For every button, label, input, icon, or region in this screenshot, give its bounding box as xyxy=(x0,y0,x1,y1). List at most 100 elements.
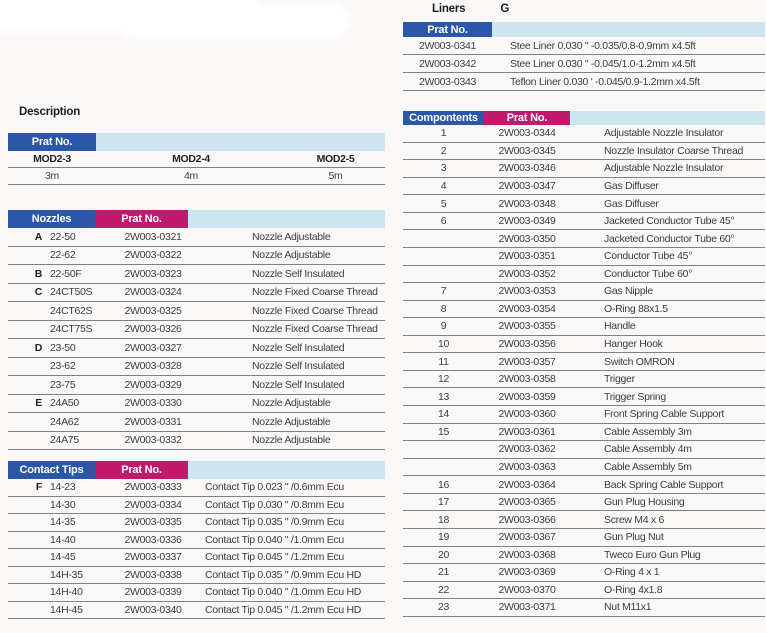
model-code-cell: 22-50 xyxy=(50,230,76,243)
part-number-cell: 2W003-0322 xyxy=(124,249,182,262)
model-code-cell: 14-40 xyxy=(50,533,76,546)
item-number-cell: 19 xyxy=(437,531,450,544)
table-row: 2W003-0351 Conductor Tube 45° xyxy=(403,248,765,266)
item-number-cell: 4 xyxy=(440,179,447,192)
table-row: 14-35 2W003-0335 Contact Tip 0.035 " /0.… xyxy=(8,514,385,532)
model-code-cell: 14-23 xyxy=(50,481,76,494)
part-number-cell: 2W003-0348 xyxy=(498,197,556,210)
description-cell: Conductor Tube 60° xyxy=(604,267,693,280)
description-cell: Contact Tip 0.035 " /0.9mm Ecu xyxy=(205,516,344,529)
description-cell: Contact Tip 0.045 " /1.2mm Ecu HD xyxy=(205,603,362,616)
table-row: 12 2W003-0358 Trigger xyxy=(403,371,765,389)
part-number-cell: 2W003-0366 xyxy=(498,513,556,526)
part-number-cell: 2W003-0334 xyxy=(124,498,182,511)
description-cell: O-Ring 88x1.5 xyxy=(604,302,668,315)
table-row: E 24A50 2W003-0330 Nozzle Adjustable xyxy=(8,395,385,413)
part-number-cell: 2W003-0361 xyxy=(498,425,556,438)
group-letter-cell: F xyxy=(35,481,42,494)
item-number-cell: 23 xyxy=(437,601,450,614)
table-row: 21 2W003-0369 O-Ring 4 x 1 xyxy=(403,564,765,582)
table-row: 23-62 2W003-0328 Nozzle Self Insulated xyxy=(8,358,385,376)
description-cell: Stee Liner 0.030 " -0.035/0.8-0.9mm x4.5… xyxy=(510,39,696,52)
item-number-cell: 2 xyxy=(440,144,447,157)
description-cell: Nozzle Adjustable xyxy=(252,434,331,447)
group-letter-cell: B xyxy=(34,267,43,280)
part-number-cell: 2W003-0328 xyxy=(124,360,182,373)
table-row: D 23-50 2W003-0327 Nozzle Self Insulated xyxy=(8,339,385,358)
table-row: 3 2W003-0346 Adjustable Nozzle Insulator xyxy=(403,160,765,178)
description-rows: MOD2-3 MOD2-4 MOD2-5 3m 4m 5m xyxy=(8,151,385,185)
table-row: 2W003-0363 Cable Assembly 5m xyxy=(403,459,765,477)
table-row: B 22-50F 2W003-0323 Nozzle Self Insulate… xyxy=(8,265,385,284)
nozzles-rows: A 22-50 2W003-0321 Nozzle Adjustable 22-… xyxy=(8,228,385,450)
item-number-cell: 15 xyxy=(437,425,450,438)
description-cell: Contact Tip 0.045 " /1.2mm Ecu xyxy=(205,551,344,564)
description-cell: Nozzle Self Insulated xyxy=(252,378,345,391)
description-cell: Screw M4 x 6 xyxy=(604,513,664,526)
description-title: Description xyxy=(19,106,81,118)
table-row: 2W003-0341 Stee Liner 0.030 " -0.035/0.8… xyxy=(403,37,765,55)
model-code-cell: 24A75 xyxy=(50,434,79,447)
part-number-cell: 2W003-0341 xyxy=(418,39,477,52)
part-number-cell: 2W003-0336 xyxy=(124,533,182,546)
item-number-cell: 7 xyxy=(440,285,447,298)
table-row: 1 2W003-0344 Adjustable Nozzle Insulator xyxy=(403,125,765,143)
description-cell: Contact Tip 0.035 " /0.9mm Ecu HD xyxy=(205,568,362,581)
table-row: 23-75 2W003-0329 Nozzle Self Insulated xyxy=(8,376,385,395)
part-number-cell: 2W003-0352 xyxy=(498,267,556,280)
description-part-no-header: Prat No. xyxy=(8,133,96,151)
description-cell: Nozzle Adjustable xyxy=(252,249,331,262)
table-row: 14 2W003-0360 Front Spring Cable Support xyxy=(403,406,765,424)
components-header-label: Compontents xyxy=(403,111,484,125)
contact-tips-rows: F 14-23 2W003-0333 Contact Tip 0.023 " /… xyxy=(8,479,385,619)
table-row: 8 2W003-0354 O-Ring 88x1.5 xyxy=(403,301,765,319)
description-cell: Back Spring Cable Support xyxy=(604,478,724,491)
description-cell: Stee Liner 0.030 " -0.045/1.0-1.2mm x4.5… xyxy=(510,57,696,70)
table-row: 2W003-0342 Stee Liner 0.030 " -0.045/1.0… xyxy=(403,55,765,73)
description-cell: Nozzle Adjustable xyxy=(252,397,331,410)
contact-tips-header-band xyxy=(188,461,385,479)
model-code-cell: 22-50F xyxy=(50,267,82,280)
description-cell: Tweco Euro Gun Plug xyxy=(604,548,701,561)
part-number-cell: 2W003-0337 xyxy=(124,551,182,564)
item-number-cell: 17 xyxy=(437,496,450,509)
description-cell: Conductor Tube 45° xyxy=(604,250,693,263)
item-number-cell: 13 xyxy=(437,390,450,403)
part-number-cell: 2W003-0369 xyxy=(498,566,556,579)
description-cell: Nut M11x1 xyxy=(604,601,652,614)
description-table-header: Prat No. xyxy=(8,133,385,151)
part-number-cell: 2W003-0359 xyxy=(498,390,556,403)
item-number-cell: 5 xyxy=(440,197,447,210)
model-cell: MOD2-3 xyxy=(33,153,71,165)
part-number-cell: 2W003-0344 xyxy=(498,127,556,140)
part-number-cell: 2W003-0370 xyxy=(498,583,556,596)
table-row: 6 2W003-0349 Jacketed Conductor Tube 45° xyxy=(403,213,765,231)
model-cell: MOD2-4 xyxy=(172,153,210,165)
description-cell: Nozzle Adjustable xyxy=(252,230,331,243)
nozzles-table-header: Nozzles Prat No. xyxy=(8,210,385,228)
part-number-cell: 2W003-0340 xyxy=(124,603,182,616)
description-cell: Switch OMRON xyxy=(604,355,675,368)
description-cell: Gun Plug Nut xyxy=(604,531,664,544)
item-number-cell: 20 xyxy=(437,548,450,561)
description-header-band xyxy=(96,133,385,151)
part-number-cell: 2W003-0326 xyxy=(124,323,182,336)
group-letter-cell: C xyxy=(34,286,43,299)
item-number-cell: 3 xyxy=(440,162,447,175)
part-number-cell: 2W003-0331 xyxy=(124,415,182,428)
table-row: 19 2W003-0367 Gun Plug Nut xyxy=(403,529,765,547)
table-row: 15 2W003-0361 Cable Assembly 3m xyxy=(403,424,765,442)
part-number-cell: 2W003-0363 xyxy=(498,460,556,473)
part-number-cell: 2W003-0354 xyxy=(498,302,556,315)
model-code-cell: 24A50 xyxy=(50,397,79,410)
model-code-cell: 22-62 xyxy=(50,249,76,262)
part-number-cell: 2W003-0347 xyxy=(498,179,556,192)
item-number-cell: 1 xyxy=(440,127,447,140)
description-cell: Nozzle Adjustable xyxy=(252,415,331,428)
description-cell: Nozzle Fixed Coarse Thread xyxy=(252,323,378,336)
components-header-band xyxy=(570,111,765,125)
scan-artifact xyxy=(120,4,350,38)
components-rows: 1 2W003-0344 Adjustable Nozzle Insulator… xyxy=(403,125,765,617)
part-number-cell: 2W003-0321 xyxy=(124,230,182,243)
description-cell: Trigger Spring xyxy=(604,390,666,403)
